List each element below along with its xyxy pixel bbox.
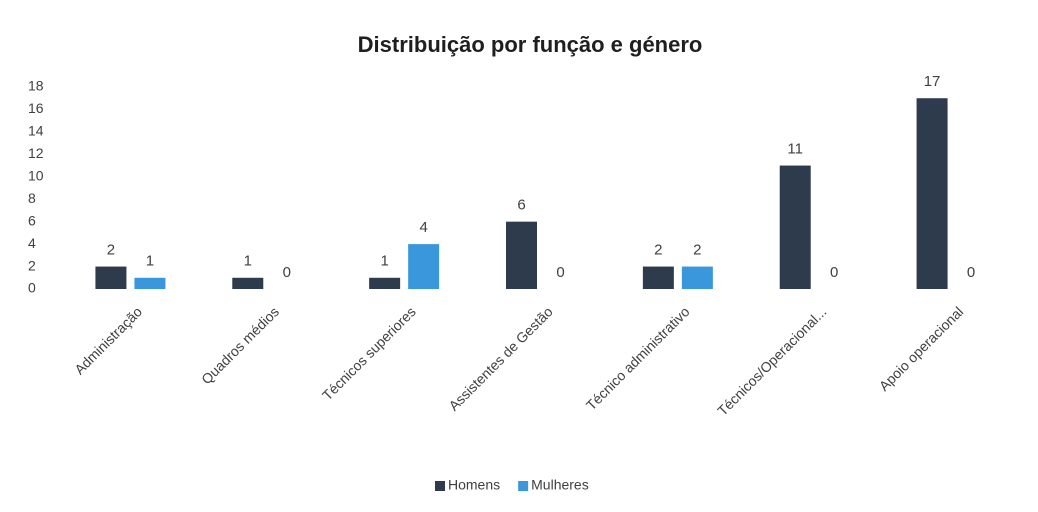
value-label: 0 [283, 264, 291, 281]
bar [779, 165, 811, 289]
y-tick-label: 16 [28, 100, 44, 116]
legend-swatch [435, 481, 445, 491]
x-tick-label: Assistentes de Gestão [445, 303, 556, 414]
bar [134, 277, 166, 289]
bar [95, 266, 127, 289]
x-tick-label: Técnicos/Operacional... [714, 303, 829, 418]
y-tick-label: 12 [28, 145, 44, 161]
value-label: 2 [654, 242, 662, 259]
x-tick-label: Quadros médios [198, 303, 282, 387]
bar [642, 266, 674, 289]
y-tick-label: 2 [28, 257, 36, 273]
bar [681, 266, 713, 289]
legend-label: Mulheres [531, 477, 589, 493]
value-label: 0 [967, 264, 975, 281]
bar [408, 244, 440, 289]
y-tick-label: 8 [28, 190, 36, 206]
bar [916, 98, 948, 289]
value-label: 1 [380, 253, 388, 270]
bar [369, 277, 401, 289]
legend-swatch [518, 481, 529, 491]
legend-label: Homens [448, 477, 500, 493]
value-label: 0 [556, 264, 564, 281]
y-tick-label: 4 [28, 235, 36, 251]
value-label: 6 [517, 197, 525, 214]
y-tick-label: 18 [28, 78, 44, 94]
y-tick-label: 0 [28, 280, 36, 296]
x-tick-label: Apoio operacional [876, 303, 967, 394]
value-label: 4 [419, 219, 427, 236]
y-tick-label: 6 [28, 212, 36, 228]
bar [506, 221, 537, 289]
value-label: 2 [693, 242, 701, 259]
value-label: 17 [924, 73, 941, 90]
bar [232, 277, 264, 289]
value-label: 2 [107, 242, 115, 259]
value-label: 11 [787, 141, 803, 158]
x-tick-label: Administração [71, 303, 145, 377]
value-label: 1 [146, 253, 154, 270]
y-tick-label: 14 [28, 123, 44, 139]
chart-title: Distribuição por função e género [358, 32, 703, 57]
x-tick-label: Técnicos superiores [319, 303, 419, 403]
y-tick-label: 10 [28, 167, 44, 183]
x-tick-label: Técnico administrativo [583, 303, 693, 413]
value-label: 1 [244, 253, 252, 270]
value-label: 0 [830, 264, 838, 281]
